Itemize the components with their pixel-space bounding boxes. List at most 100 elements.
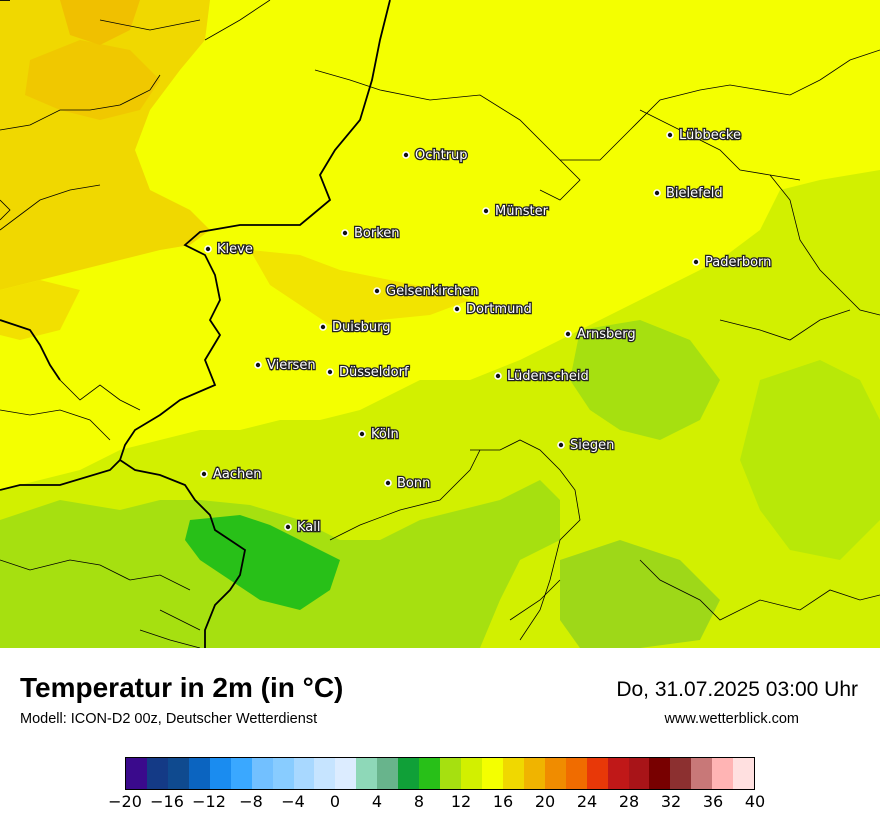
website-url: www.wetterblick.com <box>664 711 799 727</box>
color-scale-tick: 40 <box>744 792 766 811</box>
color-scale-tick: 4 <box>371 792 383 811</box>
city-dot <box>557 441 565 449</box>
model-info: Modell: ICON-D2 00z, Deutscher Wetterdie… <box>20 711 318 727</box>
color-scale-swatch <box>377 758 399 789</box>
color-scale-swatch <box>167 758 189 789</box>
city-label: Aachen <box>213 467 261 482</box>
city-label: Dortmund <box>466 302 532 317</box>
color-scale-tick: 8 <box>413 792 425 811</box>
city-label: Paderborn <box>705 255 771 270</box>
color-scale-swatch <box>440 758 461 789</box>
color-scale-ticks: −20 −16 −12 −8 −4 0 4 8 12 16 20 24 28 32 36 40 <box>0 792 880 818</box>
city-label: Bonn <box>397 476 430 491</box>
color-scale-swatch <box>251 758 273 789</box>
color-scale-swatch <box>335 758 357 789</box>
region-borders <box>0 0 880 648</box>
country-borders <box>0 0 391 648</box>
city-label: Lübbecke <box>679 128 741 143</box>
color-scale-tick: 20 <box>534 792 556 811</box>
city-dot <box>692 258 700 266</box>
city-label: Gelsenkirchen <box>386 284 479 299</box>
cool-zone-sauerland <box>570 320 720 440</box>
color-scale-swatch <box>356 758 378 789</box>
city-dot <box>482 207 490 215</box>
city-label: Borken <box>354 226 400 241</box>
color-scale-swatch <box>419 758 441 789</box>
color-scale-tick: 12 <box>450 792 472 811</box>
color-scale-swatch <box>586 758 608 789</box>
color-scale-swatch <box>691 758 713 789</box>
city-dot <box>384 479 392 487</box>
city-dot <box>373 287 381 295</box>
color-scale-tick: −16 <box>150 792 184 811</box>
warm-zone-ruhr <box>250 250 470 325</box>
city-dot <box>204 245 212 253</box>
color-scale <box>125 757 755 790</box>
color-scale-swatch <box>461 758 482 789</box>
city-dot <box>341 229 349 237</box>
color-scale-swatch <box>230 758 252 789</box>
color-scale-swatch <box>146 758 168 789</box>
city-label: Siegen <box>570 438 614 453</box>
city-label: Kall <box>297 520 321 535</box>
city-label: Arnsberg <box>577 327 636 342</box>
city-dot <box>254 361 262 369</box>
color-scale-tick: 0 <box>329 792 341 811</box>
color-scale-swatch <box>733 758 755 789</box>
city-label: Duisburg <box>332 320 391 335</box>
color-scale-swatch <box>126 758 147 789</box>
temperature-map: Lübbecke Ochtrup Bielefeld Münster Kleve Bork… <box>0 0 880 648</box>
city-dot <box>653 189 661 197</box>
city-label: Ochtrup <box>415 148 468 163</box>
color-scale-tick: −4 <box>281 792 305 811</box>
color-scale-swatch <box>712 758 734 789</box>
city-dot <box>358 430 366 438</box>
city-dot <box>494 372 502 380</box>
city-label: Kleve <box>217 242 253 257</box>
color-scale-tick: −12 <box>192 792 226 811</box>
city-label: Münster <box>495 204 549 219</box>
city-label: Viersen <box>267 358 316 373</box>
warm-zone-west <box>0 280 80 340</box>
color-scale-swatch <box>607 758 629 789</box>
city-dot <box>453 305 461 313</box>
cold-zone-eifel <box>185 515 340 610</box>
city-label: Lüdenscheid <box>507 369 589 384</box>
city-label: Düsseldorf <box>339 365 409 380</box>
color-scale-swatch <box>670 758 692 789</box>
color-scale-swatch <box>544 758 566 789</box>
color-scale-tick: 28 <box>618 792 640 811</box>
color-scale-tick: 36 <box>702 792 724 811</box>
hot-zone-northwest <box>25 40 160 120</box>
city-label: Bielefeld <box>666 186 723 201</box>
color-scale-tick: 32 <box>660 792 682 811</box>
color-scale-swatch <box>272 758 294 789</box>
map-title: Temperatur in 2m (in °C) <box>20 672 344 703</box>
forecast-datetime: Do, 31.07.2025 03:00 Uhr <box>616 678 858 701</box>
color-scale-swatch <box>314 758 336 789</box>
city-dot <box>284 523 292 531</box>
city-label: Köln <box>371 427 399 442</box>
city-markers: Lübbecke Ochtrup Bielefeld Münster Kleve Bork… <box>200 127 773 536</box>
map-footer: Temperatur in 2m (in °C) Modell: ICON-D2… <box>0 648 880 830</box>
cool-zone-south <box>560 540 720 648</box>
city-dot <box>200 470 208 478</box>
color-scale-swatch <box>398 758 420 789</box>
color-scale-swatch <box>565 758 587 789</box>
cool-zone-east <box>740 360 880 560</box>
color-scale-swatch <box>628 758 650 789</box>
color-scale-swatch <box>649 758 671 789</box>
color-scale-tick: 24 <box>576 792 598 811</box>
color-scale-swatch <box>481 758 503 789</box>
hot-zone-top <box>60 0 140 45</box>
color-scale-swatch <box>188 758 210 789</box>
city-dot <box>319 323 327 331</box>
color-scale-tick: −20 <box>108 792 142 811</box>
color-scale-swatch <box>523 758 545 789</box>
color-scale-tick: 16 <box>492 792 514 811</box>
city-dot <box>564 330 572 338</box>
color-scale-swatch <box>502 758 524 789</box>
city-dot <box>402 151 410 159</box>
color-scale-tick: −8 <box>239 792 263 811</box>
city-dot <box>666 131 674 139</box>
